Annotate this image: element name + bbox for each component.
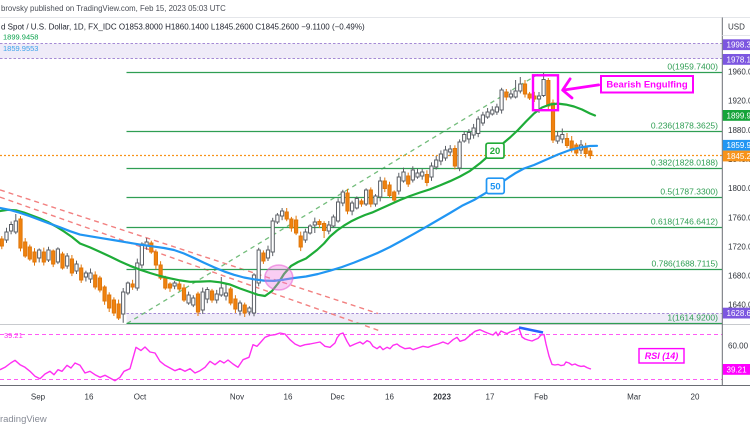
svg-text:1859.9: 1859.9: [727, 141, 750, 150]
svg-text:1640.0: 1640.0: [728, 301, 750, 310]
svg-text:Feb: Feb: [534, 393, 548, 402]
svg-text:1720.0: 1720.0: [728, 242, 750, 251]
svg-text:1920.0: 1920.0: [728, 97, 750, 106]
svg-text:0.618(1746.6412): 0.618(1746.6412): [651, 216, 718, 226]
svg-text:0.786(1688.7115): 0.786(1688.7115): [652, 258, 719, 268]
svg-text:1845.2: 1845.2: [727, 152, 750, 161]
svg-text:d Spot / U.S. Dollar, 1D, FX_I: d Spot / U.S. Dollar, 1D, FX_IDC O1853.8…: [1, 23, 365, 32]
svg-text:Bearish Engulfing: Bearish Engulfing: [606, 80, 687, 91]
svg-text:Mar: Mar: [627, 393, 641, 402]
svg-text:1960.0: 1960.0: [728, 68, 750, 77]
svg-text:1628.6: 1628.6: [727, 309, 750, 318]
svg-text:USD: USD: [728, 23, 745, 32]
svg-text:50: 50: [490, 181, 501, 192]
svg-text:1(1614.9200): 1(1614.9200): [667, 313, 718, 323]
svg-text:1978.1: 1978.1: [727, 55, 750, 64]
svg-text:1998.3: 1998.3: [727, 41, 750, 50]
svg-text:1880.0: 1880.0: [728, 126, 750, 135]
svg-text:1680.0: 1680.0: [728, 272, 750, 281]
svg-text:16: 16: [85, 393, 94, 402]
svg-text:Dec: Dec: [330, 393, 344, 402]
svg-text:16: 16: [284, 393, 293, 402]
svg-text:Oct: Oct: [134, 393, 147, 402]
svg-text:2023: 2023: [433, 393, 451, 402]
svg-text:39.21: 39.21: [4, 331, 23, 340]
svg-text:1760.0: 1760.0: [728, 213, 750, 222]
svg-text:1800.0: 1800.0: [728, 184, 750, 193]
svg-text:20: 20: [691, 393, 700, 402]
svg-text:TradingView: TradingView: [0, 414, 47, 425]
svg-text:39.21: 39.21: [727, 365, 748, 374]
svg-text:brovsky published on TradingVi: brovsky published on TradingView.com, Fe…: [1, 4, 226, 13]
svg-text:1859.9553: 1859.9553: [3, 44, 38, 53]
svg-text:Sep: Sep: [31, 393, 46, 402]
svg-text:0(1959.7400): 0(1959.7400): [667, 61, 718, 71]
svg-text:60.00: 60.00: [728, 341, 749, 350]
svg-text:17: 17: [486, 393, 495, 402]
svg-text:Nov: Nov: [230, 393, 244, 402]
svg-text:0.236(1878.3625): 0.236(1878.3625): [651, 120, 718, 130]
svg-text:RSI (14): RSI (14): [645, 351, 679, 361]
svg-text:0.5(1787.3300): 0.5(1787.3300): [660, 186, 718, 196]
svg-text:16: 16: [385, 393, 394, 402]
svg-text:1899.9: 1899.9: [727, 111, 750, 120]
svg-text:1899.9458: 1899.9458: [3, 33, 38, 42]
svg-text:20: 20: [490, 146, 501, 157]
svg-text:0.382(1828.0188): 0.382(1828.0188): [651, 157, 718, 167]
